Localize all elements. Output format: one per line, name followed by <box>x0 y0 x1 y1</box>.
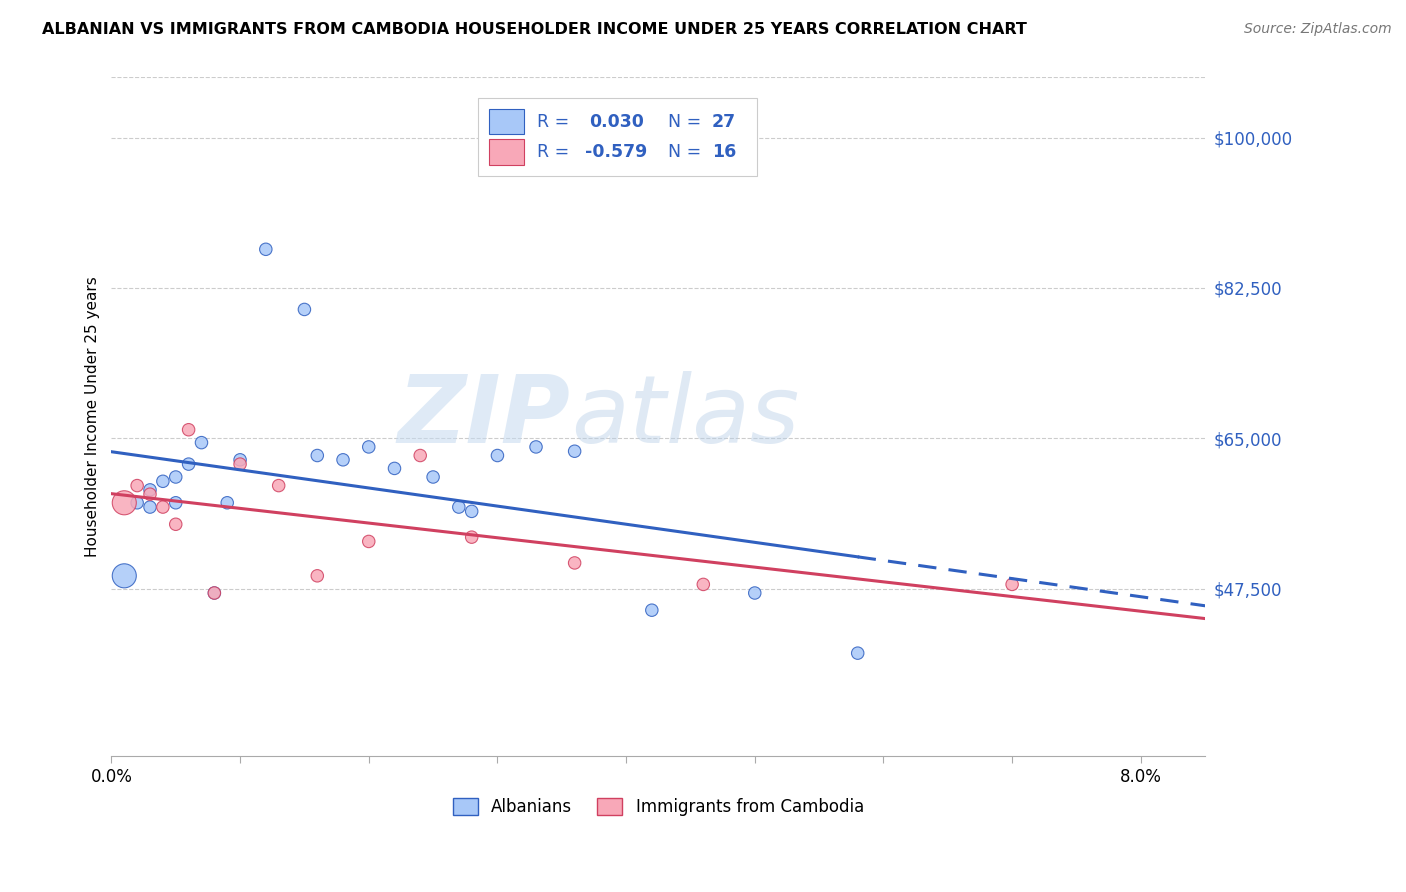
Point <box>294 302 316 317</box>
Point <box>1001 577 1024 591</box>
Y-axis label: Householder Income Under 25 years: Householder Income Under 25 years <box>86 277 100 558</box>
Point <box>112 569 135 583</box>
Point <box>177 423 200 437</box>
Point <box>307 449 329 463</box>
Point <box>332 452 354 467</box>
FancyBboxPatch shape <box>489 109 524 135</box>
Legend: Albanians, Immigrants from Cambodia: Albanians, Immigrants from Cambodia <box>446 791 870 822</box>
Point <box>190 435 212 450</box>
Point <box>486 449 509 463</box>
Point <box>152 500 174 514</box>
Point <box>846 646 869 660</box>
Point <box>112 496 135 510</box>
Point <box>357 534 380 549</box>
FancyBboxPatch shape <box>489 139 524 165</box>
Text: N =: N = <box>657 112 707 130</box>
Text: 16: 16 <box>711 143 737 161</box>
Point <box>692 577 714 591</box>
Text: 27: 27 <box>711 112 735 130</box>
Text: R =: R = <box>537 112 581 130</box>
Point <box>229 457 252 471</box>
Text: R =: R = <box>537 143 575 161</box>
Point <box>744 586 766 600</box>
Point <box>139 487 162 501</box>
Point <box>202 586 225 600</box>
Text: N =: N = <box>657 143 707 161</box>
Point <box>229 452 252 467</box>
Text: atlas: atlas <box>571 371 799 462</box>
Point <box>564 444 586 458</box>
Text: ZIP: ZIP <box>398 371 571 463</box>
Text: ALBANIAN VS IMMIGRANTS FROM CAMBODIA HOUSEHOLDER INCOME UNDER 25 YEARS CORRELATI: ALBANIAN VS IMMIGRANTS FROM CAMBODIA HOU… <box>42 22 1026 37</box>
Point <box>165 496 187 510</box>
Point <box>409 449 432 463</box>
Point <box>460 504 482 518</box>
Text: 0.030: 0.030 <box>589 112 644 130</box>
Point <box>127 496 149 510</box>
Point <box>524 440 547 454</box>
Point <box>307 569 329 583</box>
Text: -0.579: -0.579 <box>585 143 647 161</box>
Point <box>460 530 482 544</box>
Point <box>139 500 162 514</box>
Point <box>139 483 162 497</box>
Point <box>254 242 277 256</box>
Text: Source: ZipAtlas.com: Source: ZipAtlas.com <box>1244 22 1392 37</box>
Point <box>447 500 470 514</box>
Point <box>357 440 380 454</box>
Point <box>384 461 406 475</box>
Point <box>165 470 187 484</box>
Point <box>202 586 225 600</box>
Point <box>152 475 174 489</box>
Point <box>217 496 239 510</box>
Point <box>127 478 149 492</box>
FancyBboxPatch shape <box>478 98 756 176</box>
Point <box>165 517 187 532</box>
Point <box>177 457 200 471</box>
Point <box>641 603 664 617</box>
Point <box>267 478 290 492</box>
Point <box>564 556 586 570</box>
Point <box>422 470 444 484</box>
